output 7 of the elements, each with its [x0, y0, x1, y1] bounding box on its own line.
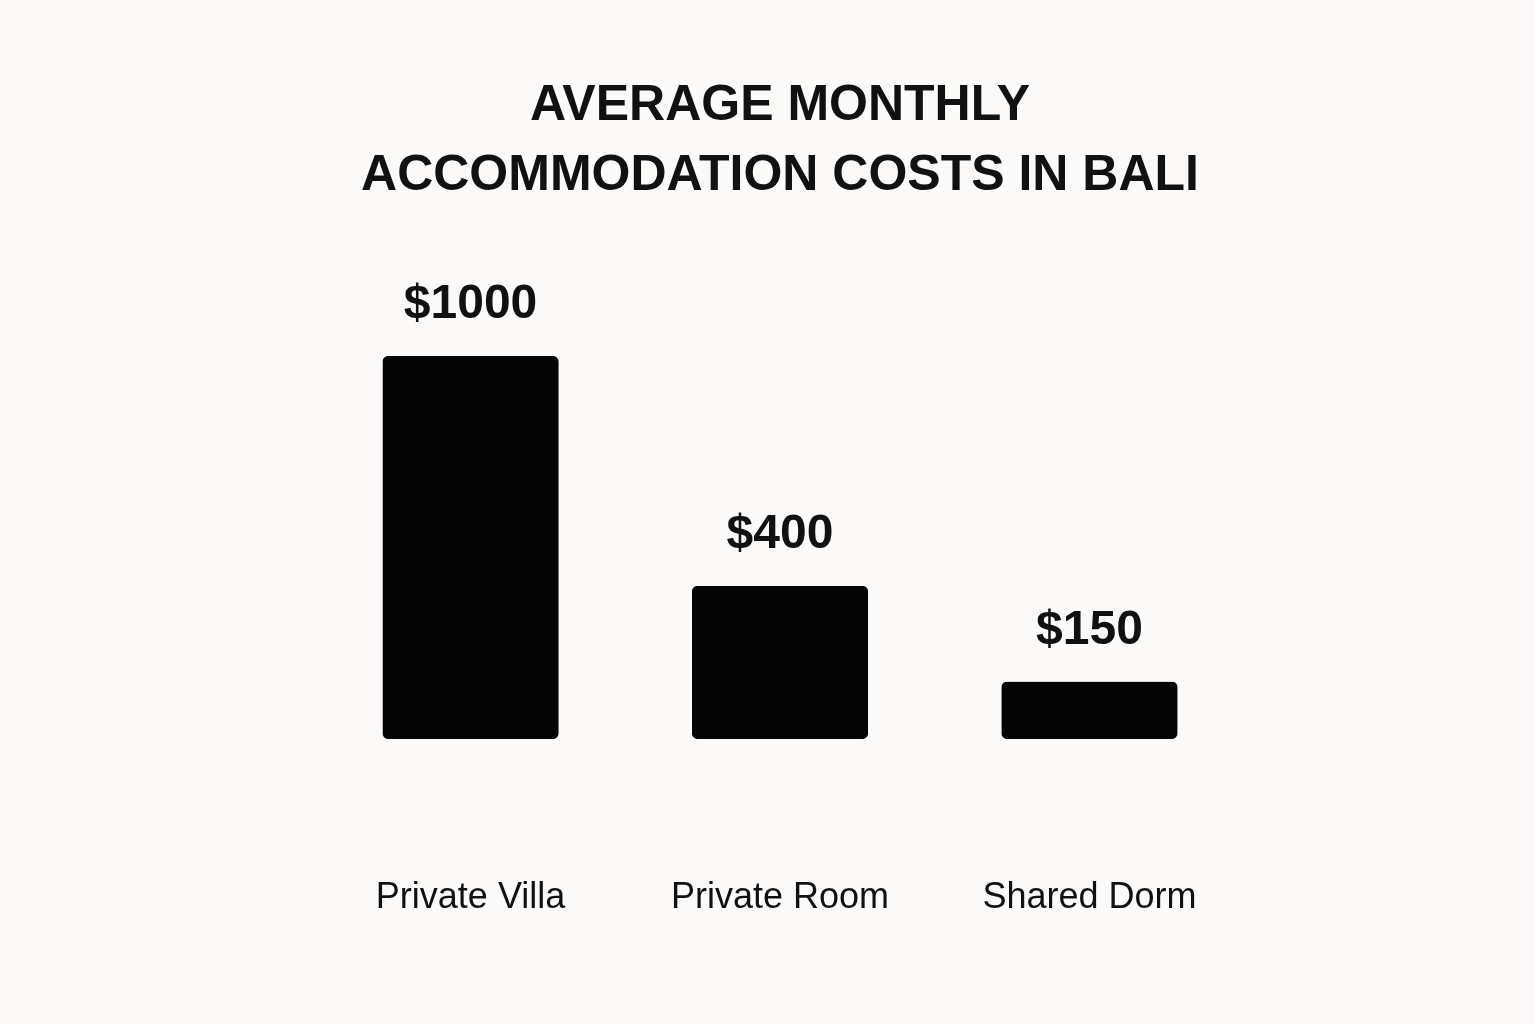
x-tick-label: Shared Dorm — [982, 874, 1197, 916]
chart-title: AVERAGE MONTHLY ACCOMMODATION COSTS IN BALI — [361, 75, 1199, 201]
data-label: $400 — [726, 504, 834, 558]
data-label: $150 — [1036, 600, 1143, 654]
x-tick-label: Private Room — [670, 874, 890, 916]
data-label: $1000 — [403, 275, 538, 328]
x-tick-label: Private Villa — [375, 874, 567, 916]
